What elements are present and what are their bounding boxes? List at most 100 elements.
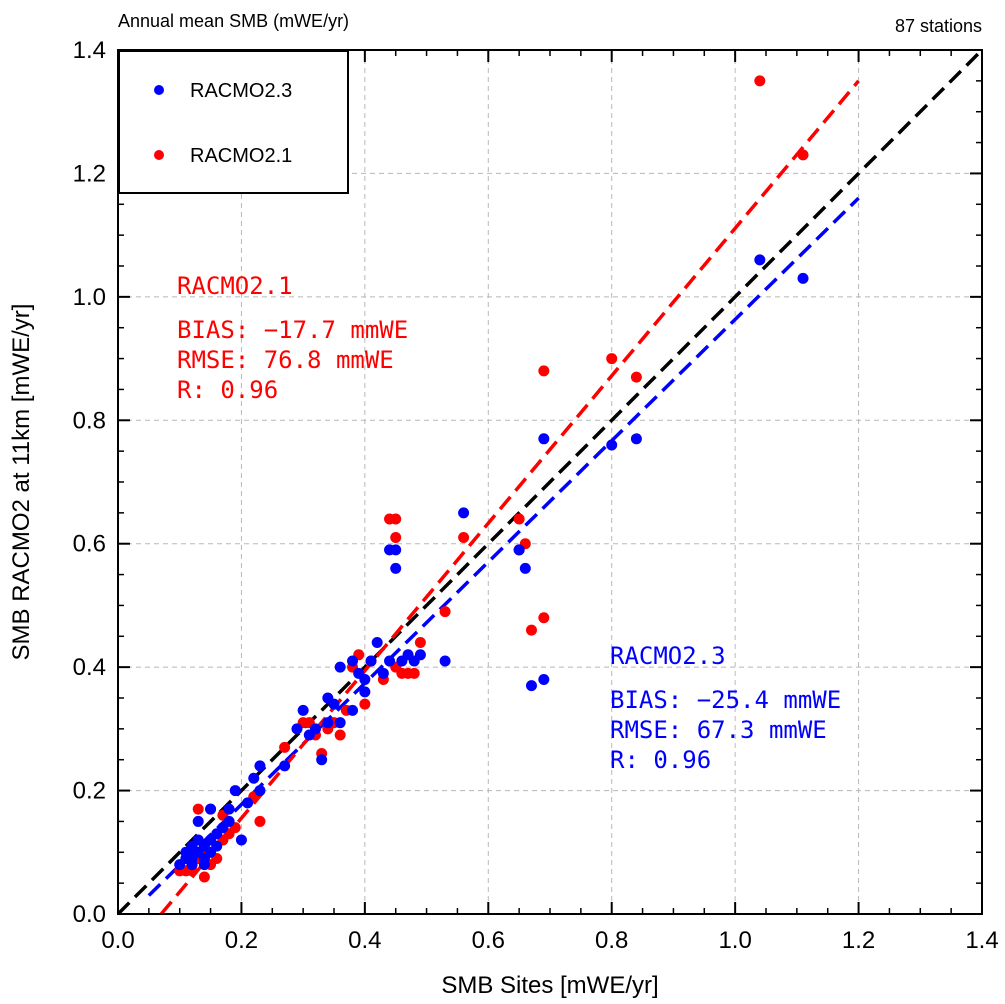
point-racmo23 bbox=[223, 815, 235, 827]
point-racmo23 bbox=[223, 803, 235, 815]
point-racmo23 bbox=[371, 636, 383, 648]
axis-ticks: 0.0 0.2 0.4 0.6 0.8 1.0 1.2 1.4 0.0 0.2 0.4 0.6 0.8 1… bbox=[73, 37, 999, 954]
y-tick-label: 0.0 bbox=[73, 901, 106, 928]
point-racmo23 bbox=[322, 717, 334, 729]
point-racmo21 bbox=[254, 815, 266, 827]
y-tick-label: 1.2 bbox=[73, 160, 106, 187]
point-racmo21 bbox=[754, 75, 766, 87]
point-racmo21 bbox=[359, 698, 371, 710]
point-racmo21 bbox=[408, 667, 420, 679]
y-tick-label: 0.8 bbox=[73, 407, 106, 434]
station-count: 87 stations bbox=[895, 16, 982, 36]
point-racmo21 bbox=[525, 624, 537, 636]
stats-racmo23: RACMO2.3 BIAS: −25.4 mmWE RMSE: 67.3 mmW… bbox=[610, 642, 841, 774]
point-racmo21 bbox=[198, 871, 210, 883]
point-racmo23 bbox=[254, 785, 266, 797]
stats-racmo23-rmse: RMSE: 67.3 mmWE bbox=[610, 716, 827, 744]
point-racmo21 bbox=[513, 513, 525, 525]
point-racmo23 bbox=[211, 840, 223, 852]
point-racmo23 bbox=[538, 673, 550, 685]
point-racmo23 bbox=[754, 254, 766, 266]
point-racmo23 bbox=[439, 655, 451, 667]
point-racmo23 bbox=[316, 754, 328, 766]
data-points bbox=[174, 75, 809, 883]
point-racmo23 bbox=[519, 562, 531, 574]
point-racmo23 bbox=[384, 655, 396, 667]
y-tick-label: 1.0 bbox=[73, 284, 106, 311]
plot-frame bbox=[117, 49, 983, 915]
legend-box bbox=[118, 50, 349, 194]
point-racmo23 bbox=[390, 544, 402, 556]
point-racmo23 bbox=[205, 803, 217, 815]
point-racmo23 bbox=[630, 433, 642, 445]
stats-racmo21: RACMO2.1 BIAS: −17.7 mmWE RMSE: 76.8 mmW… bbox=[177, 272, 408, 404]
point-racmo23 bbox=[458, 507, 470, 519]
point-racmo23 bbox=[229, 785, 241, 797]
stats-racmo21-name: RACMO2.1 bbox=[177, 272, 293, 300]
point-racmo21 bbox=[606, 353, 618, 365]
fit-line-racmo21 bbox=[159, 79, 860, 916]
x-tick-label: 1.4 bbox=[965, 927, 998, 954]
x-tick-label: 0.6 bbox=[472, 927, 505, 954]
point-racmo23 bbox=[797, 272, 809, 284]
point-racmo23 bbox=[525, 680, 537, 692]
point-racmo23 bbox=[186, 859, 198, 871]
point-racmo23 bbox=[279, 760, 291, 772]
point-racmo23 bbox=[242, 797, 254, 809]
point-racmo23 bbox=[309, 723, 321, 735]
point-racmo23 bbox=[414, 649, 426, 661]
legend-marker-racmo21 bbox=[154, 150, 164, 160]
stats-racmo21-r: R: 0.96 bbox=[177, 376, 278, 404]
point-racmo23 bbox=[606, 439, 618, 451]
point-racmo21 bbox=[538, 612, 550, 624]
stats-racmo23-name: RACMO2.3 bbox=[610, 642, 726, 670]
point-racmo23 bbox=[254, 760, 266, 772]
x-tick-label: 0.8 bbox=[595, 927, 628, 954]
y-tick-label: 1.4 bbox=[73, 37, 106, 64]
point-racmo23 bbox=[359, 686, 371, 698]
x-tick-label: 1.2 bbox=[842, 927, 875, 954]
point-racmo23 bbox=[334, 661, 346, 673]
y-tick-label: 0.6 bbox=[73, 531, 106, 558]
legend: RACMO2.3 RACMO2.1 bbox=[118, 50, 349, 194]
point-racmo21 bbox=[538, 365, 550, 377]
point-racmo23 bbox=[248, 772, 260, 784]
point-racmo23 bbox=[347, 704, 359, 716]
point-racmo23 bbox=[334, 717, 346, 729]
point-racmo21 bbox=[458, 532, 470, 544]
point-racmo21 bbox=[334, 729, 346, 741]
stats-racmo23-bias: BIAS: −25.4 mmWE bbox=[610, 686, 841, 714]
point-racmo23 bbox=[192, 815, 204, 827]
point-racmo23 bbox=[347, 655, 359, 667]
y-tick-label: 0.4 bbox=[73, 654, 106, 681]
point-racmo21 bbox=[279, 741, 291, 753]
point-racmo23 bbox=[198, 859, 210, 871]
point-racmo21 bbox=[192, 803, 204, 815]
point-racmo21 bbox=[797, 149, 809, 161]
point-racmo23 bbox=[513, 544, 525, 556]
legend-label-racmo21: RACMO2.1 bbox=[190, 145, 292, 167]
point-racmo23 bbox=[377, 667, 389, 679]
stats-racmo23-r: R: 0.96 bbox=[610, 746, 711, 774]
point-racmo23 bbox=[365, 655, 377, 667]
point-racmo21 bbox=[414, 636, 426, 648]
legend-marker-racmo23 bbox=[154, 85, 164, 95]
legend-label-racmo23: RACMO2.3 bbox=[190, 80, 292, 102]
x-tick-label: 0.0 bbox=[101, 927, 134, 954]
point-racmo23 bbox=[328, 698, 340, 710]
x-tick-label: 0.4 bbox=[348, 927, 381, 954]
point-racmo23 bbox=[297, 704, 309, 716]
point-racmo21 bbox=[390, 513, 402, 525]
x-tick-label: 1.0 bbox=[718, 927, 751, 954]
point-racmo21 bbox=[439, 606, 451, 618]
point-racmo23 bbox=[390, 562, 402, 574]
fit-line-racmo23 bbox=[147, 196, 860, 897]
x-axis-label: SMB Sites [mWE/yr] bbox=[441, 972, 658, 999]
point-racmo23 bbox=[359, 673, 371, 685]
chart-title: Annual mean SMB (mWE/yr) bbox=[118, 11, 349, 31]
point-racmo21 bbox=[630, 371, 642, 383]
y-axis-label: SMB RACMO2 at 11km [mWE/yr] bbox=[8, 304, 35, 661]
y-tick-label: 0.2 bbox=[73, 778, 106, 805]
point-racmo21 bbox=[390, 532, 402, 544]
